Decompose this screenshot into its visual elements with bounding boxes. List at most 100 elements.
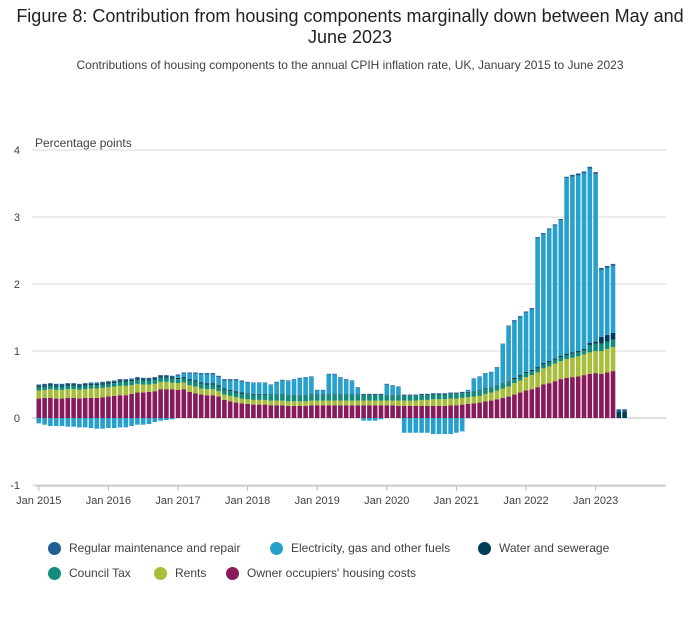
bar-segment <box>396 400 401 406</box>
bar-segment <box>326 400 332 406</box>
bar-stack <box>152 377 158 423</box>
bar-segment <box>117 381 123 386</box>
bar-segment <box>233 391 239 393</box>
bar-segment <box>378 395 384 401</box>
bar-stack <box>367 393 372 421</box>
bar-stack <box>546 228 552 418</box>
bar-stack <box>245 381 250 418</box>
bar-stack <box>425 393 430 433</box>
bar-stack <box>488 371 494 418</box>
bar-stack <box>523 311 529 418</box>
bar-stack <box>129 378 134 427</box>
legend-item-rents[interactable]: Rents <box>154 566 206 580</box>
bar-segment <box>465 391 471 393</box>
bar-segment <box>390 385 395 386</box>
bar-segment <box>401 395 407 401</box>
bar-segment <box>593 174 598 342</box>
bar-segment <box>343 379 349 380</box>
bar-segment <box>285 405 291 418</box>
bar-segment <box>581 173 587 349</box>
legend-item-ooh[interactable]: Owner occupiers' housing costs <box>226 566 416 580</box>
bar-segment <box>448 418 453 435</box>
bar-segment <box>251 383 256 394</box>
bar-segment <box>164 376 169 378</box>
bar-stack <box>268 384 274 418</box>
bar-segment <box>210 383 216 385</box>
bar-segment <box>581 354 587 376</box>
bar-segment <box>477 390 482 392</box>
bar-segment <box>210 384 216 390</box>
bar-stack <box>396 386 401 418</box>
bar-segment <box>343 379 349 395</box>
bar-segment <box>419 405 424 418</box>
bar-segment <box>198 388 204 395</box>
bar-segment <box>314 400 320 406</box>
bar-segment <box>506 386 511 397</box>
bar-stack <box>454 392 459 433</box>
y-tick-label: 0 <box>14 413 20 425</box>
bar-segment <box>488 400 494 418</box>
bar-segment <box>245 382 250 394</box>
bar-stack <box>517 316 523 418</box>
bar-segment <box>59 386 65 390</box>
bar-segment <box>332 373 337 375</box>
bar-segment <box>227 380 233 390</box>
legend-item-maintenance[interactable]: Regular maintenance and repair <box>48 541 240 555</box>
bar-segment <box>454 418 459 433</box>
legend-label: Council Tax <box>69 566 131 580</box>
bar-segment <box>152 378 158 380</box>
bar-segment <box>36 387 42 391</box>
bar-segment <box>193 372 198 374</box>
bar-segment <box>146 418 152 425</box>
bar-segment <box>338 377 343 395</box>
bar-segment <box>332 395 337 401</box>
bar-segment <box>581 348 587 351</box>
legend-item-electricity[interactable]: Electricity, gas and other fuels <box>270 541 450 555</box>
bar-stack <box>88 382 94 429</box>
bar-segment <box>48 389 53 398</box>
bar-segment <box>111 380 117 382</box>
bar-stack <box>564 176 569 418</box>
bar-segment <box>274 405 279 418</box>
legend-label: Rents <box>175 566 207 580</box>
bar-segment <box>106 396 111 418</box>
bar-stack <box>135 377 140 425</box>
bar-segment <box>483 393 488 402</box>
bar-segment <box>494 385 500 391</box>
bar-segment <box>570 176 575 353</box>
bar-segment <box>477 402 482 418</box>
bar-segment <box>227 401 233 418</box>
council-tax-swatch-icon <box>48 566 61 580</box>
bar-segment <box>575 175 581 351</box>
bar-stack <box>175 374 181 418</box>
bar-segment <box>297 405 303 418</box>
bar-stack <box>204 373 210 418</box>
bar-segment <box>268 395 274 401</box>
bar-segment <box>384 383 390 385</box>
bar-segment <box>465 392 471 398</box>
bar-segment <box>88 397 94 418</box>
legend-item-water[interactable]: Water and sewerage <box>478 541 609 555</box>
bar-segment <box>59 418 65 427</box>
bar-segment <box>425 394 430 396</box>
bar-segment <box>36 398 42 418</box>
bar-segment <box>123 395 129 418</box>
bar-segment <box>355 394 361 396</box>
bar-segment <box>471 378 477 380</box>
bar-segment <box>535 368 540 373</box>
bar-segment <box>71 383 76 385</box>
bar-segment <box>123 379 129 381</box>
bar-segment <box>338 395 343 401</box>
legend-item-council-tax[interactable]: Council Tax <box>48 566 131 580</box>
bar-segment <box>146 384 152 392</box>
bar-segment <box>390 405 395 418</box>
bar-segment <box>396 405 401 418</box>
bar-segment <box>222 388 227 390</box>
bar-stack <box>36 384 42 424</box>
legend-row-1: Regular maintenance and repair Electrici… <box>48 541 668 566</box>
bar-segment <box>123 381 129 386</box>
legend-row-2: Council Tax Rents Owner occupiers' housi… <box>48 566 668 591</box>
bar-segment <box>204 395 210 418</box>
bar-segment <box>523 390 529 418</box>
bar-segment <box>454 405 459 418</box>
